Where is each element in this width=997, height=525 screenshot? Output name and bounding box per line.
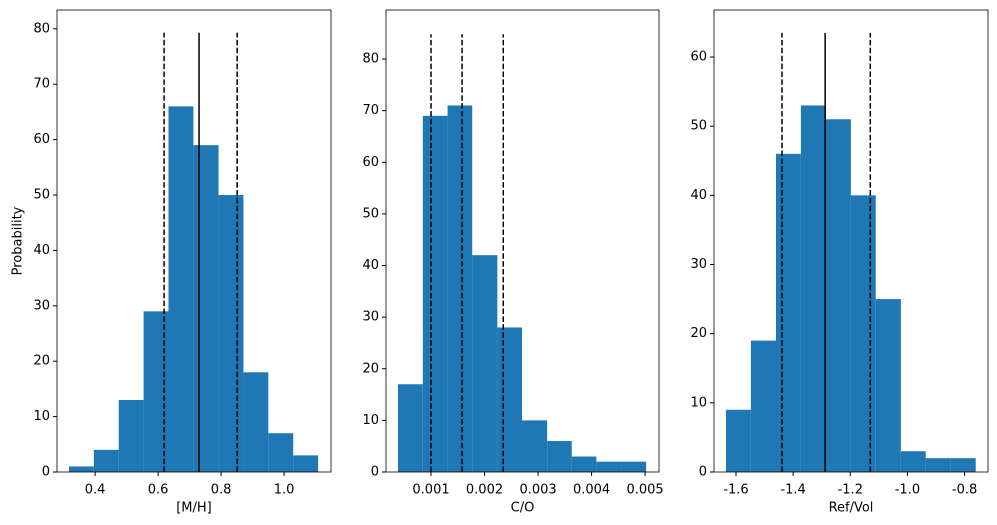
x-tick-label: -1.0 (895, 483, 920, 498)
bar (726, 409, 751, 472)
y-tick-label: 40 (33, 243, 50, 258)
bar (596, 461, 622, 472)
bar (547, 441, 572, 472)
x-tick-label: 0.6 (148, 483, 169, 498)
y-tick-label: 50 (690, 119, 707, 134)
y-axis-label: Probability (11, 206, 26, 275)
x-tick-label: 0.002 (466, 483, 503, 498)
bar (218, 195, 244, 472)
x-tick-label: 1.0 (274, 483, 295, 498)
bar (243, 372, 269, 472)
y-tick-label: 10 (690, 395, 707, 410)
bar (925, 458, 951, 472)
bar (950, 458, 976, 472)
y-tick-label: 30 (690, 257, 707, 272)
x-tick-label: 0.003 (519, 483, 556, 498)
bar (268, 433, 294, 472)
bar (472, 255, 498, 472)
y-tick-label: 40 (690, 188, 707, 203)
bar (750, 340, 776, 472)
bar (193, 145, 219, 472)
x-tick-label: -1.6 (723, 483, 748, 498)
y-tick-label: 30 (33, 298, 50, 313)
bar (422, 115, 448, 472)
bar (293, 455, 319, 472)
bar (850, 195, 876, 473)
y-tick-label: 80 (33, 21, 50, 36)
x-axis-label: [M/H] (176, 501, 212, 516)
bar (447, 105, 473, 473)
y-tick-label: 0 (42, 465, 50, 480)
y-tick-label: 30 (362, 310, 379, 325)
x-tick-label: -1.2 (838, 483, 863, 498)
y-tick-label: 0 (699, 465, 707, 480)
bar (168, 106, 194, 472)
bar (875, 299, 901, 472)
y-tick-label: 60 (362, 155, 379, 170)
x-tick-label: 0.001 (412, 483, 449, 498)
bar (68, 466, 94, 472)
bar (521, 420, 548, 472)
y-tick-label: 20 (690, 326, 707, 341)
bar (93, 449, 119, 472)
bar (800, 105, 826, 472)
y-tick-label: 20 (362, 361, 379, 376)
bar (571, 456, 597, 472)
x-tick-label: 0.004 (573, 483, 610, 498)
bar (826, 119, 851, 472)
x-axis-label: Ref/Vol (829, 501, 874, 516)
bar (776, 153, 801, 472)
y-tick-label: 80 (362, 52, 379, 67)
axes-frame (713, 9, 989, 473)
x-tick-label: -0.8 (952, 483, 977, 498)
bar (397, 384, 423, 472)
y-tick-label: 70 (33, 77, 50, 92)
y-tick-label: 50 (362, 206, 379, 221)
y-tick-label: 50 (33, 188, 50, 203)
y-tick-label: 60 (33, 132, 50, 147)
y-tick-label: 40 (362, 258, 379, 273)
bar (900, 451, 926, 472)
y-tick-label: 60 (690, 50, 707, 65)
bar (497, 327, 522, 472)
x-axis-label: C/O (511, 501, 535, 516)
y-tick-label: 70 (362, 103, 379, 118)
bar (621, 461, 647, 472)
axes-frame (385, 9, 660, 473)
y-tick-label: 10 (33, 409, 50, 424)
x-tick-label: 0.8 (211, 483, 232, 498)
y-tick-label: 10 (362, 413, 379, 428)
y-tick-label: 0 (371, 465, 379, 480)
y-tick-label: 20 (33, 354, 50, 369)
x-tick-label: 0.4 (85, 483, 106, 498)
x-tick-label: -1.4 (780, 483, 805, 498)
bar (118, 399, 144, 472)
x-tick-label: 0.005 (626, 483, 663, 498)
axes-frame (56, 9, 332, 473)
